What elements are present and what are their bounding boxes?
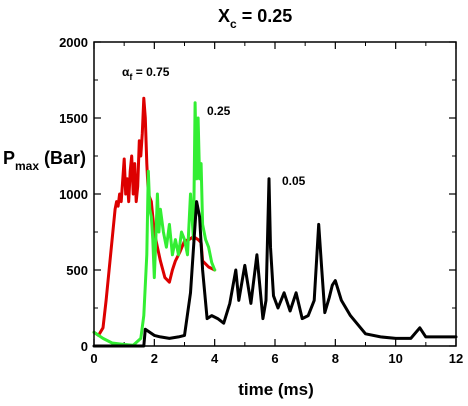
y-tick-label: 1500	[59, 111, 88, 126]
series-group	[92, 96, 458, 348]
x-tick-label: 6	[271, 351, 278, 366]
x-tick-label: 12	[449, 351, 463, 366]
x-tick-label: 2	[151, 351, 158, 366]
annotation-green: 0.25	[207, 104, 231, 118]
y-tick-label: 2000	[59, 35, 88, 50]
x-tick-label: 8	[332, 351, 339, 366]
series-line-black	[92, 177, 458, 348]
x-tick-label: 0	[90, 351, 97, 366]
axis-ticks: 0 2 4 6 8 10 12 0 500 1000 1500 2000	[59, 35, 463, 366]
plot-frame	[93, 41, 457, 347]
x-tick-label: 4	[211, 351, 219, 366]
x-axis-label: time (ms)	[238, 380, 314, 399]
y-tick-label: 0	[81, 339, 88, 354]
y-axis-label: Pmax (Bar)	[3, 148, 86, 173]
annotation-black: 0.05	[282, 174, 306, 188]
series-line-green	[92, 101, 217, 347]
chart-title: Xc = 0.25	[218, 6, 292, 31]
x-tick-label: 10	[388, 351, 402, 366]
y-tick-label: 500	[66, 263, 88, 278]
annotation-red: αf = 0.75	[122, 65, 170, 82]
y-tick-label: 1000	[59, 187, 88, 202]
